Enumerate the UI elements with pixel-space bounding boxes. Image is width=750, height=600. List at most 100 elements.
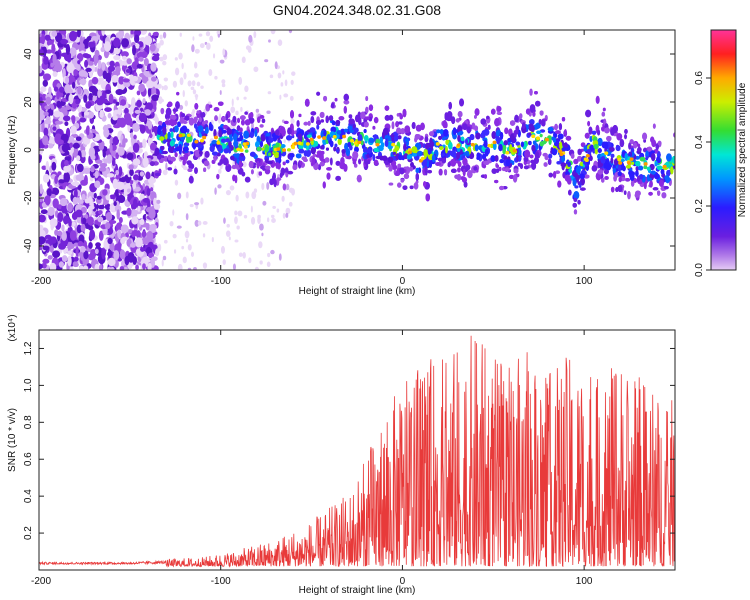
spectrogram-cell bbox=[539, 141, 544, 147]
spectrogram-cell bbox=[217, 184, 222, 189]
spectrogram-cell bbox=[650, 136, 655, 143]
spectrogram-cell bbox=[113, 201, 117, 207]
spectrogram-cell bbox=[356, 174, 362, 183]
spectrogram-cell bbox=[77, 30, 81, 38]
spectrogram-cell bbox=[231, 164, 237, 170]
spectrogram-cell bbox=[132, 198, 138, 210]
spectrogram-cell bbox=[178, 105, 184, 111]
spectrogram-cell bbox=[109, 143, 113, 154]
spectrogram-cell bbox=[64, 247, 69, 253]
spectrogram-cell bbox=[362, 146, 368, 154]
spectrogram-cell bbox=[164, 120, 170, 125]
spectrogram-cell bbox=[672, 164, 675, 169]
spectrogram-cell bbox=[492, 142, 497, 150]
spectrogram-cell bbox=[249, 131, 255, 138]
spectrogram-cell bbox=[624, 129, 628, 135]
spectrogram-cell bbox=[459, 98, 465, 107]
spectrogram-cell bbox=[448, 141, 453, 150]
spectrogram-cell bbox=[91, 76, 99, 85]
spectrogram-cell bbox=[216, 173, 220, 180]
spectrogram-cell bbox=[262, 200, 267, 206]
spectrogram-cell bbox=[243, 130, 250, 139]
spectrogram-cell bbox=[544, 137, 549, 142]
spectrogram-cell bbox=[295, 153, 302, 159]
spectrogram-cell bbox=[577, 199, 581, 205]
spectrogram-cell bbox=[115, 169, 120, 176]
spectrogram-cell bbox=[64, 156, 71, 162]
spectrogram-cell bbox=[112, 136, 120, 146]
spectrogram-cell bbox=[241, 171, 246, 177]
spectrogram-cell bbox=[120, 224, 129, 233]
spectrogram-cell bbox=[457, 167, 461, 173]
spectrogram-cell bbox=[657, 190, 661, 196]
spectrogram-cell bbox=[106, 266, 115, 270]
spectrogram-cell bbox=[118, 117, 127, 128]
spectrogram-cell bbox=[305, 142, 310, 146]
spectrogram-cell bbox=[57, 230, 63, 237]
spectrogram-cell bbox=[567, 161, 571, 167]
snr-marks bbox=[39, 335, 675, 568]
spectrogram-cell bbox=[85, 125, 90, 136]
spectrogram-cell bbox=[213, 129, 217, 138]
spectrogram-cell bbox=[173, 168, 178, 175]
spectrogram-cell bbox=[118, 217, 123, 224]
spectrogram-cell bbox=[311, 156, 316, 166]
spectrogram-cell bbox=[452, 127, 457, 136]
spectrogram-cell bbox=[629, 172, 635, 182]
spectrogram-cell bbox=[573, 209, 578, 215]
spectrogram-cell bbox=[182, 159, 186, 166]
spectrogram-cell bbox=[178, 52, 183, 60]
spectrogram-cell bbox=[138, 112, 147, 123]
spectrogram-cell bbox=[270, 214, 275, 219]
spectrogram-cell bbox=[373, 134, 378, 141]
spectrogram-cell bbox=[244, 111, 248, 115]
spectrogram-cell bbox=[415, 172, 419, 181]
spectrogram-cell bbox=[39, 198, 44, 203]
spectrogram-cell bbox=[167, 101, 173, 107]
spectrogram-cell bbox=[149, 142, 157, 151]
spectrogram-cell bbox=[336, 130, 342, 135]
spectrogram-cell bbox=[51, 161, 57, 171]
spectrogram-cell bbox=[513, 130, 517, 137]
spectrogram-cell bbox=[610, 157, 614, 164]
spectrogram-cell bbox=[154, 116, 160, 125]
spectrogram-cell bbox=[157, 83, 162, 89]
spectrogram-cell bbox=[423, 181, 427, 187]
spectrogram-cell bbox=[396, 182, 402, 188]
spectrogram-cell bbox=[319, 111, 325, 119]
spectrogram-cell bbox=[445, 145, 448, 154]
spectrogram-cell bbox=[135, 43, 140, 48]
spectrogram-cell bbox=[76, 163, 84, 173]
spectrogram-cell bbox=[583, 174, 590, 179]
spectrogram-cell bbox=[194, 102, 199, 110]
spectrogram-cell bbox=[392, 151, 397, 156]
spectrogram-cell bbox=[428, 131, 435, 137]
spectrogram-cell bbox=[491, 131, 497, 139]
spectrogram-cell bbox=[151, 94, 160, 102]
spectrogram-cell bbox=[619, 139, 625, 148]
spectrogram-cell bbox=[319, 161, 325, 167]
spectrogram-cell bbox=[589, 144, 595, 151]
spectrogram-cell bbox=[586, 148, 591, 154]
spectrogram-cell bbox=[326, 167, 332, 171]
spectrogram-cell bbox=[206, 42, 211, 50]
spectrogram-cell bbox=[221, 129, 227, 134]
spectrogram-cell bbox=[243, 214, 248, 219]
spectrogram-cell bbox=[443, 169, 448, 175]
spectrogram-cell bbox=[111, 158, 116, 167]
spectrogram-cell bbox=[257, 116, 261, 123]
spectrogram-cell bbox=[639, 156, 646, 162]
spectrogram-cell bbox=[531, 161, 537, 170]
spectrogram-cell bbox=[117, 194, 126, 203]
spectrogram-cell bbox=[64, 84, 72, 94]
spectrogram-cell bbox=[99, 166, 107, 172]
spectrogram-cell bbox=[645, 150, 649, 157]
spectrogram-cell bbox=[80, 179, 88, 186]
spectrogram-cell bbox=[154, 172, 161, 177]
spectrogram-cell bbox=[99, 95, 105, 101]
spectrogram-cell bbox=[49, 218, 58, 228]
spectrogram-cell bbox=[94, 180, 101, 189]
spectrogram-cell bbox=[258, 241, 263, 249]
spectrogram-cell bbox=[277, 72, 282, 79]
